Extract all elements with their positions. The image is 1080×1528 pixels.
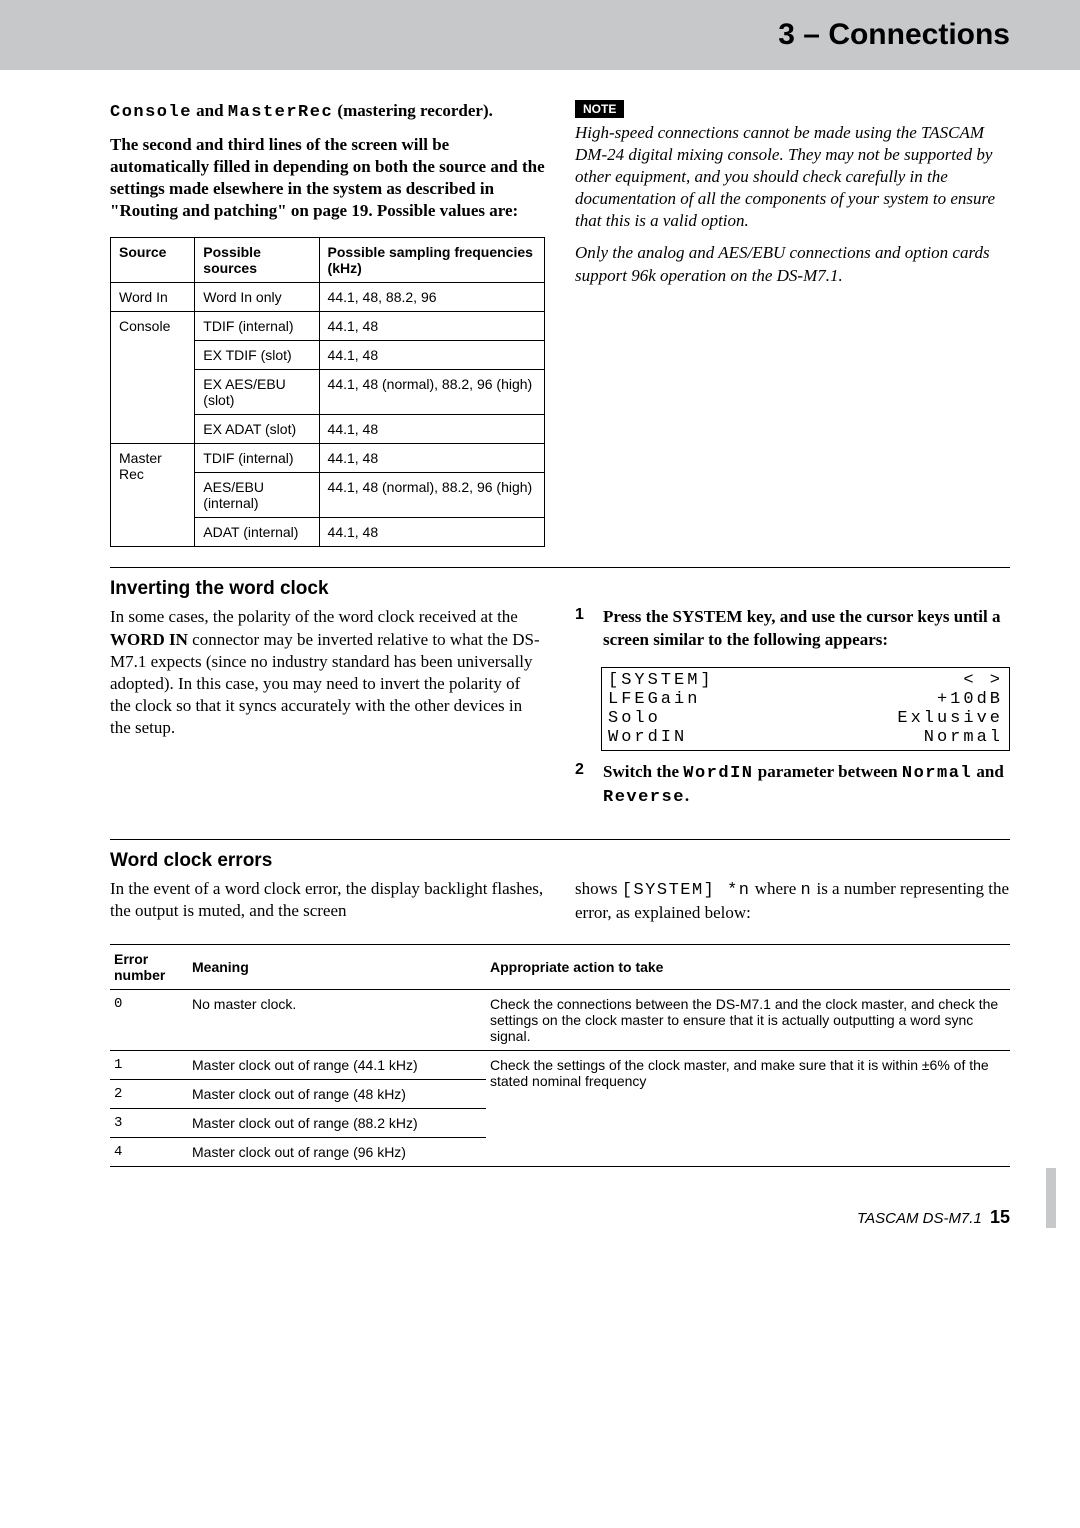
divider	[110, 567, 1010, 568]
side-decoration	[1046, 1168, 1056, 1228]
step2-num: 2	[575, 761, 599, 779]
inverting-para: In some cases, the polarity of the word …	[110, 606, 545, 739]
table-row: Master Rec TDIF (internal) 44.1, 48	[111, 444, 545, 473]
product-name: TASCAM DS-M7.1	[857, 1210, 982, 1227]
th-freq: Possible sampling frequencies (kHz)	[319, 238, 544, 283]
th-meaning: Meaning	[188, 945, 486, 990]
heading-inverting: Inverting the word clock	[110, 578, 1010, 600]
errors-right: shows [SYSTEM] *n where n is a number re…	[575, 878, 1010, 934]
step2-text: Switch the WordIN parameter between Norm…	[603, 761, 1008, 809]
table-row: 0 No master clock. Check the connections…	[110, 990, 1010, 1051]
divider	[110, 839, 1010, 840]
th-action: Appropriate action to take	[486, 945, 1010, 990]
note-para2: Only the analog and AES/EBU connections …	[575, 242, 1010, 286]
errors-left-para: In the event of a word clock error, the …	[110, 878, 545, 922]
intro-columns: Console and MasterRec (mastering recorde…	[110, 100, 1010, 547]
error-table: Error number Meaning Appropriate action …	[110, 944, 1010, 1167]
note-label: NOTE	[575, 100, 624, 118]
inverting-left: In some cases, the polarity of the word …	[110, 606, 545, 818]
page-number: 15	[990, 1207, 1010, 1227]
intro-left: Console and MasterRec (mastering recorde…	[110, 100, 545, 547]
errors-right-para: shows [SYSTEM] *n where n is a number re…	[575, 878, 1010, 924]
content-area: Console and MasterRec (mastering recorde…	[0, 100, 1080, 1167]
page: 3 – Connections Console and MasterRec (m…	[0, 0, 1080, 1258]
table-row: Word In Word In only 44.1, 48, 88.2, 96	[111, 283, 545, 312]
step1-text: Press the SYSTEM key, and use the cursor…	[603, 606, 1008, 650]
lcd-display: [SYSTEM]< > LFEGain+10dB SoloExlusive Wo…	[601, 667, 1010, 751]
th-source: Source	[111, 238, 195, 283]
code-console: Console	[110, 103, 192, 122]
errors-left: In the event of a word clock error, the …	[110, 878, 545, 934]
step-2: 2 Switch the WordIN parameter between No…	[575, 761, 1010, 819]
intro-right: NOTE High-speed connections cannot be ma…	[575, 100, 1010, 547]
inverting-right: 1 Press the SYSTEM key, and use the curs…	[575, 606, 1010, 818]
source-table: Source Possible sources Possible samplin…	[110, 237, 545, 547]
inverting-columns: In some cases, the polarity of the word …	[110, 606, 1010, 818]
errors-columns: In the event of a word clock error, the …	[110, 878, 1010, 934]
code-masterrec: MasterRec	[228, 103, 333, 122]
table-row: 1 Master clock out of range (44.1 kHz) C…	[110, 1051, 1010, 1080]
th-possible-sources: Possible sources	[195, 238, 319, 283]
intro-para2: The second and third lines of the screen…	[110, 134, 545, 222]
header-bar: 3 – Connections	[0, 0, 1080, 70]
step1-num: 1	[575, 606, 599, 624]
th-errnum: Error number	[110, 945, 188, 990]
step-1: 1 Press the SYSTEM key, and use the curs…	[575, 606, 1010, 660]
intro-line1: Console and MasterRec (mastering recorde…	[110, 100, 545, 124]
heading-errors: Word clock errors	[110, 850, 1010, 872]
table-row: Console TDIF (internal) 44.1, 48	[111, 312, 545, 341]
chapter-title: 3 – Connections	[778, 18, 1010, 52]
page-footer: TASCAM DS-M7.1 15	[0, 1167, 1080, 1258]
note-para1: High-speed connections cannot be made us…	[575, 122, 1010, 232]
